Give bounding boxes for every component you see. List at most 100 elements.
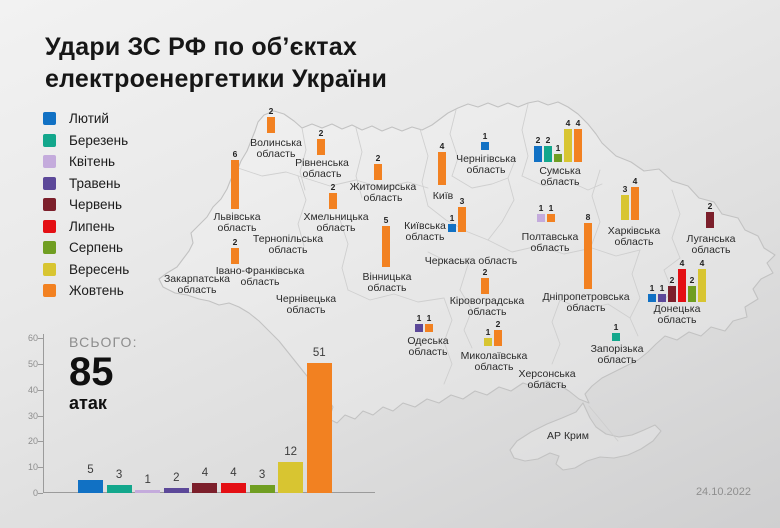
region-label-line: область <box>566 301 606 314</box>
region-bar-value: 1 <box>449 213 455 223</box>
region-label-line: область <box>302 167 342 180</box>
region-bar-oct: 1 <box>547 203 555 222</box>
region-label-line: Львівська <box>213 211 261 223</box>
y-tick-mark <box>38 338 43 340</box>
totals-value: 85 <box>69 350 114 394</box>
oblast-border <box>304 177 429 189</box>
region-bar-sep: 4 <box>564 118 572 162</box>
region-bar-jul: 4 <box>678 258 686 302</box>
region-label-Одеська область: Одеська область <box>407 336 448 357</box>
y-tick-label-10: 10 <box>27 462 38 473</box>
region-bars-Чернігівська область: 1 <box>481 131 489 150</box>
Липень-color-swatch <box>43 219 56 233</box>
region-label-line: Київ <box>432 190 454 202</box>
legend-label: Лютий <box>69 111 109 127</box>
region-label-line: Рівненська <box>295 157 349 169</box>
oblast-border <box>659 257 681 307</box>
total-bar-sep: 12 <box>278 446 304 493</box>
region-label-Тернопільська область: Тернопільська область <box>253 234 323 255</box>
region-label-line: область <box>467 305 507 318</box>
region-label-line: Луганська <box>686 233 736 245</box>
total-bar-value: 3 <box>258 469 266 482</box>
region-bar-may: 1 <box>658 283 666 302</box>
region-label-Полтавська область: Полтавська область <box>522 232 579 253</box>
region-bar-oct: 6 <box>231 149 239 209</box>
region-label-line: Сумська <box>539 165 581 177</box>
total-bar-value: 51 <box>312 346 326 359</box>
region-label-line: область <box>466 163 506 176</box>
region-label-Київ: Київ <box>433 191 453 202</box>
region-label-line: область <box>268 243 308 256</box>
region-label-line: АР Крим <box>547 430 589 442</box>
region-bar-value: 1 <box>485 327 491 337</box>
region-bars-Хмельницька область: 2 <box>329 182 337 209</box>
page-title: Удари ЗС РФ по об’єктах електроенергетики… <box>45 31 387 96</box>
region-label-line: область <box>286 303 326 316</box>
total-bar-value: 3 <box>115 469 123 482</box>
region-bars-Сумська область: 22144 <box>534 118 582 162</box>
region-bar-value: 4 <box>632 176 638 186</box>
region-bar-oct: 3 <box>458 196 466 232</box>
region-bar-value: 8 <box>585 212 591 222</box>
total-bar-mar: 3 <box>106 469 132 493</box>
region-label-Херсонська область: Херсонська область <box>518 369 575 390</box>
region-label-line: Черкаська область <box>424 255 518 267</box>
y-tick-mark <box>38 493 43 494</box>
region-label-Вінницька область: Вінницька область <box>363 272 412 293</box>
oblast-border <box>521 103 529 177</box>
region-label-line: Вінницька <box>362 271 412 283</box>
region-bar-value: 2 <box>318 128 324 138</box>
region-bar-value: 2 <box>482 267 488 277</box>
region-label-Чернівецька область: Чернівецька область <box>276 294 336 315</box>
y-tick-mark <box>38 364 43 365</box>
Жовтень-color-swatch <box>43 284 56 298</box>
oblast-border <box>551 299 561 365</box>
region-label-line: Кіровоградська <box>449 295 525 307</box>
region-label-line: область <box>614 235 654 248</box>
total-bar-may: 2 <box>163 472 189 493</box>
region-bar-value: 1 <box>659 283 665 293</box>
region-bars-Кіровоградська область: 2 <box>481 267 489 294</box>
region-bar-feb: 1 <box>481 131 489 150</box>
region-label-Житомирська область: Житомирська область <box>350 182 416 203</box>
region-label-line: Полтавська <box>521 231 579 243</box>
region-bar-may: 1 <box>415 313 423 332</box>
region-bar-oct: 2 <box>494 319 502 346</box>
region-bar-mar: 2 <box>544 135 552 162</box>
region-label-line: область <box>217 221 257 234</box>
region-label-Запорізька область: Запорізька область <box>591 344 644 365</box>
legend-label: Вересень <box>69 261 130 277</box>
region-bar-value: 2 <box>495 319 501 329</box>
arabat-spit <box>588 405 619 442</box>
region-bar-value: 1 <box>416 313 422 323</box>
legend-label: Липень <box>69 218 115 234</box>
region-bar-value: 2 <box>707 201 713 211</box>
region-bar-value: 1 <box>649 283 655 293</box>
region-bar-aug: 1 <box>554 143 562 162</box>
oblast-border <box>451 175 509 189</box>
oblast-border <box>443 297 453 385</box>
oblast-border <box>591 169 601 245</box>
region-label-Хмельницька область: Хмельницька область <box>303 212 368 233</box>
total-bar-value: 5 <box>87 464 94 477</box>
oblast-border <box>487 239 641 257</box>
region-bars-Дніпропетровська область: 8 <box>584 212 592 289</box>
region-bar-value: 2 <box>535 135 541 145</box>
totals-unit: атак <box>69 393 107 413</box>
y-tick-label-20: 20 <box>27 436 38 447</box>
legend-item-feb: Лютий <box>43 108 129 130</box>
region-bar-sep: 1 <box>484 327 492 346</box>
legend-item-jun: Червень <box>43 194 129 216</box>
region-label-line: Чернівецька <box>275 293 337 305</box>
oblast-border <box>427 251 471 291</box>
y-tick-mark <box>38 415 43 417</box>
title-line-1: Удари ЗС РФ по об’єктах <box>45 32 357 61</box>
oblast-border <box>629 249 641 337</box>
region-label-Луганська область: Луганська область <box>687 234 736 255</box>
legend-item-oct: Жовтень <box>43 280 129 302</box>
region-bar-oct: 2 <box>374 153 382 180</box>
y-tick-label-30: 30 <box>27 410 38 421</box>
total-bar-oct: 51 <box>306 347 332 493</box>
region-label-line: Івано-Франківська <box>215 265 305 277</box>
y-tick-mark <box>38 389 43 391</box>
